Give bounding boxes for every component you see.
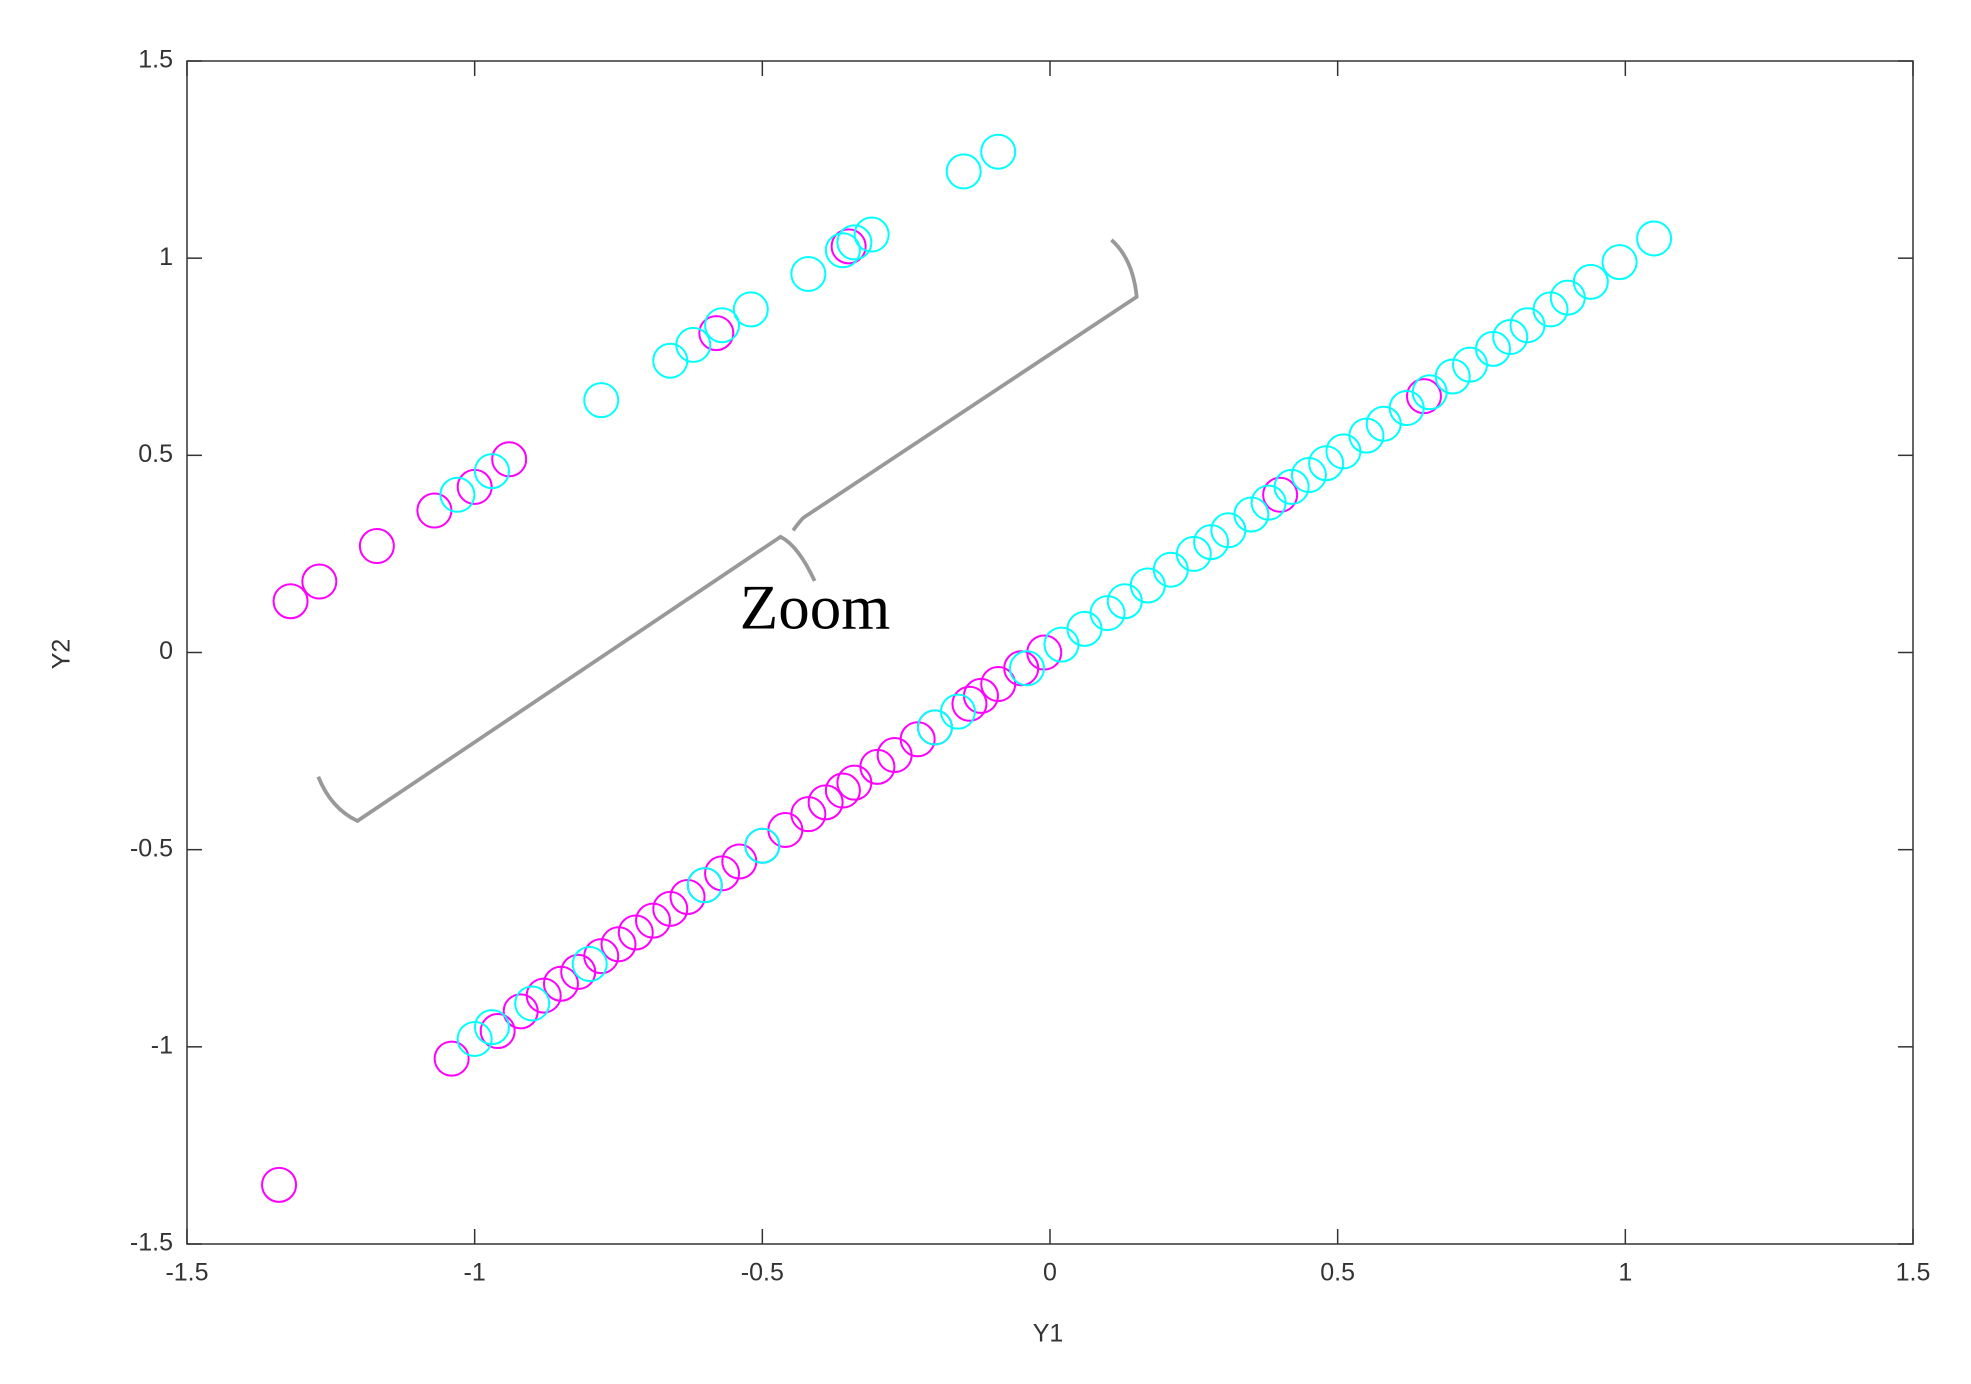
plot-frame xyxy=(186,60,1914,1245)
point xyxy=(1636,220,1673,257)
point xyxy=(514,985,551,1022)
point xyxy=(473,453,510,490)
point xyxy=(980,133,1017,170)
point xyxy=(824,772,861,809)
point xyxy=(635,902,672,939)
point xyxy=(675,326,712,363)
point xyxy=(807,784,844,821)
y-axis-label: Y2 xyxy=(48,639,76,670)
point xyxy=(416,492,453,529)
y-tick-label: 1.5 xyxy=(138,46,173,74)
point xyxy=(704,307,741,344)
point xyxy=(473,1009,510,1046)
annotation: Zoom xyxy=(740,572,891,642)
point xyxy=(617,914,654,951)
point xyxy=(491,441,528,478)
point xyxy=(456,1020,493,1057)
y-tick-label: -1 xyxy=(151,1031,173,1059)
point xyxy=(1273,468,1310,505)
point xyxy=(439,476,476,513)
point xyxy=(652,342,689,379)
point xyxy=(600,926,637,963)
point xyxy=(652,890,689,927)
zoom-bracket xyxy=(316,238,1139,824)
point xyxy=(1233,496,1270,533)
point xyxy=(830,228,867,265)
point xyxy=(669,878,706,915)
point xyxy=(571,946,608,983)
x-tick-label: 0.5 xyxy=(1320,1259,1355,1287)
y-tick-label: -0.5 xyxy=(130,834,173,862)
point xyxy=(790,796,827,833)
point xyxy=(301,563,338,600)
point xyxy=(744,827,781,864)
x-tick-label: -1.5 xyxy=(165,1259,208,1287)
point xyxy=(1008,650,1045,687)
point xyxy=(899,721,936,758)
x-tick-label: 0 xyxy=(1043,1259,1057,1287)
point xyxy=(732,291,769,328)
point xyxy=(1572,263,1609,300)
point xyxy=(1348,417,1385,454)
y-tick-label: -1.5 xyxy=(130,1229,173,1257)
point xyxy=(704,855,741,892)
point xyxy=(836,224,873,261)
point xyxy=(358,528,395,565)
point xyxy=(542,965,579,1002)
point xyxy=(698,315,735,352)
point xyxy=(790,255,827,292)
point xyxy=(433,1040,470,1077)
y-tick-label: 0 xyxy=(159,637,173,665)
y-tick-label: 0.5 xyxy=(138,440,173,468)
x-tick-label: 1 xyxy=(1618,1259,1632,1287)
point xyxy=(1129,567,1166,604)
point xyxy=(1066,610,1103,647)
point xyxy=(1308,445,1345,482)
point xyxy=(1175,535,1212,572)
point xyxy=(525,977,562,1014)
point xyxy=(1290,457,1327,494)
point xyxy=(1475,330,1512,367)
point xyxy=(859,748,896,785)
point xyxy=(1434,358,1471,395)
point xyxy=(1405,378,1442,415)
point xyxy=(261,1166,298,1203)
point xyxy=(939,693,976,730)
x-tick-label: 1.5 xyxy=(1896,1259,1931,1287)
point xyxy=(853,216,890,253)
point xyxy=(945,153,982,190)
point xyxy=(1193,524,1230,561)
point xyxy=(1492,319,1529,356)
point xyxy=(836,764,873,801)
point xyxy=(767,811,804,848)
point xyxy=(686,867,723,904)
x-axis-label: Y1 xyxy=(1033,1320,1064,1348)
x-tick-label: -0.5 xyxy=(741,1259,784,1287)
point xyxy=(272,583,309,620)
point xyxy=(1601,244,1638,281)
point xyxy=(1532,291,1569,328)
point xyxy=(951,685,988,722)
x-tick-label: -1 xyxy=(464,1259,486,1287)
point xyxy=(1262,476,1299,513)
point xyxy=(583,938,620,975)
point xyxy=(1152,551,1189,588)
point xyxy=(479,1013,516,1050)
point xyxy=(824,232,861,269)
point xyxy=(1089,595,1126,632)
point xyxy=(583,382,620,419)
y-tick-label: 1 xyxy=(159,243,173,271)
